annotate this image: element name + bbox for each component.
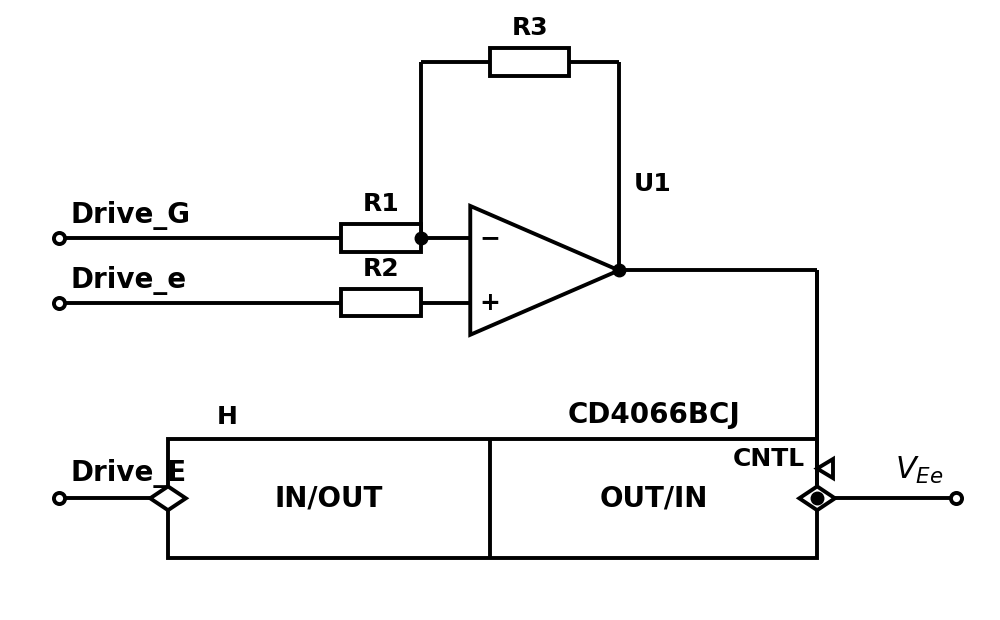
Text: R2: R2 [363, 257, 399, 281]
Text: R1: R1 [363, 192, 399, 216]
Polygon shape [150, 487, 186, 510]
Bar [168, 439, 817, 558]
Polygon shape [817, 459, 833, 478]
Text: Drive_G: Drive_G [71, 202, 191, 230]
Text: +: + [480, 291, 501, 314]
Text: U1: U1 [634, 172, 672, 196]
Polygon shape [470, 206, 619, 335]
Bar [490, 48, 569, 76]
Text: R3: R3 [511, 17, 548, 40]
Text: Drive_e: Drive_e [71, 265, 187, 294]
Text: −: − [480, 226, 501, 250]
Text: CD4066BCJ: CD4066BCJ [567, 401, 740, 429]
Bar [341, 224, 421, 252]
Polygon shape [799, 487, 835, 510]
Text: Drive_E: Drive_E [71, 459, 187, 489]
Bar [341, 289, 421, 316]
Text: OUT/IN: OUT/IN [599, 484, 708, 512]
Text: H: H [217, 405, 238, 429]
Text: $V_{Ee}$: $V_{Ee}$ [895, 455, 944, 487]
Text: CNTL: CNTL [733, 447, 805, 471]
Text: IN/OUT: IN/OUT [275, 484, 383, 512]
